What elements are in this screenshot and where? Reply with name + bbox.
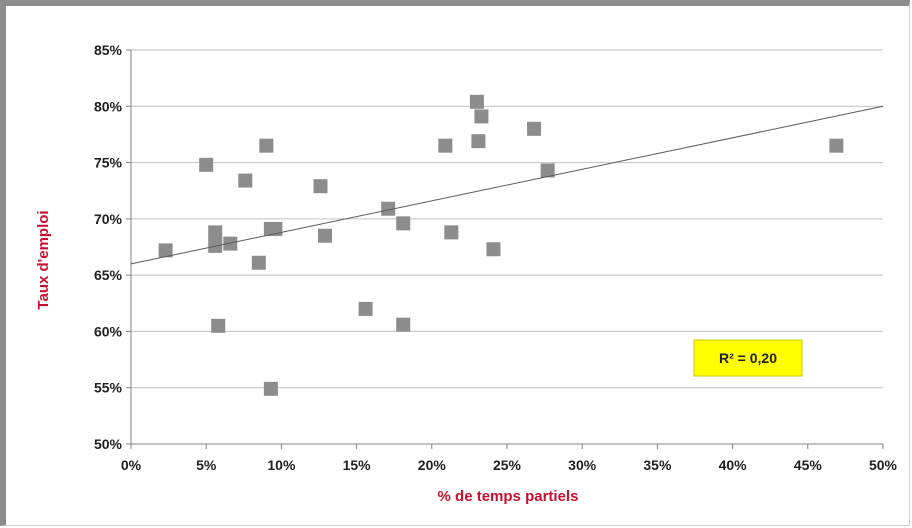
data-point — [396, 216, 411, 231]
x-tick-label: 20% — [418, 457, 447, 473]
data-points — [158, 94, 844, 396]
data-point — [223, 236, 238, 251]
x-tick-label: 35% — [643, 457, 672, 473]
x-axis-title: % de temps partiels — [438, 488, 579, 505]
y-tick-label: 60% — [94, 323, 123, 339]
data-point — [318, 228, 333, 243]
data-point — [259, 138, 274, 153]
y-tick-label: 65% — [94, 267, 123, 283]
x-tick-label: 40% — [719, 457, 748, 473]
x-tick-label: 50% — [869, 457, 898, 473]
x-tick-label: 0% — [121, 457, 142, 473]
data-point — [471, 134, 486, 149]
data-point — [474, 109, 489, 124]
data-point — [208, 225, 223, 240]
y-tick-label: 55% — [94, 380, 123, 396]
data-point — [358, 301, 373, 316]
data-point — [469, 94, 484, 109]
y-tick-label: 75% — [94, 155, 123, 171]
r-squared-annotation: R² = 0,20 — [693, 339, 803, 377]
r-squared-label: R² = 0,20 — [719, 350, 777, 366]
x-tick-labels: 0% 5% 10% 15% 20% 25% 30% 35% 40% 45% 50% — [121, 457, 898, 473]
x-tick-label: 5% — [196, 457, 217, 473]
x-tick-label: 10% — [267, 457, 296, 473]
r-squared-box — [693, 339, 803, 377]
data-point — [381, 201, 396, 216]
data-point — [829, 138, 844, 153]
x-tick-label: 15% — [343, 457, 372, 473]
data-point — [540, 163, 555, 178]
y-tick-label: 85% — [94, 42, 123, 58]
y-tick-labels: 50% 55% 60% 65% 70% 75% 80% 85% — [94, 42, 123, 452]
data-point — [438, 138, 453, 153]
data-point — [396, 317, 411, 332]
data-point — [251, 255, 266, 270]
grid-lines — [131, 49, 883, 445]
trendline — [130, 105, 884, 265]
y-tick-label: 50% — [94, 436, 123, 452]
y-axis-title: Taux d'emploi — [35, 210, 52, 309]
x-tick-label: 25% — [493, 457, 522, 473]
data-point — [263, 381, 278, 396]
x-tick-label: 45% — [794, 457, 823, 473]
data-point — [238, 173, 253, 188]
y-tick-label: 70% — [94, 211, 123, 227]
data-point — [527, 121, 542, 136]
trendline-group — [130, 105, 884, 265]
y-tick-label: 80% — [94, 98, 123, 114]
data-point — [444, 225, 459, 240]
axes — [126, 49, 884, 449]
data-point — [211, 318, 226, 333]
x-tick-label: 30% — [568, 457, 597, 473]
data-point — [313, 179, 328, 194]
data-point — [486, 242, 501, 257]
data-point — [199, 157, 214, 172]
data-point — [158, 243, 173, 258]
